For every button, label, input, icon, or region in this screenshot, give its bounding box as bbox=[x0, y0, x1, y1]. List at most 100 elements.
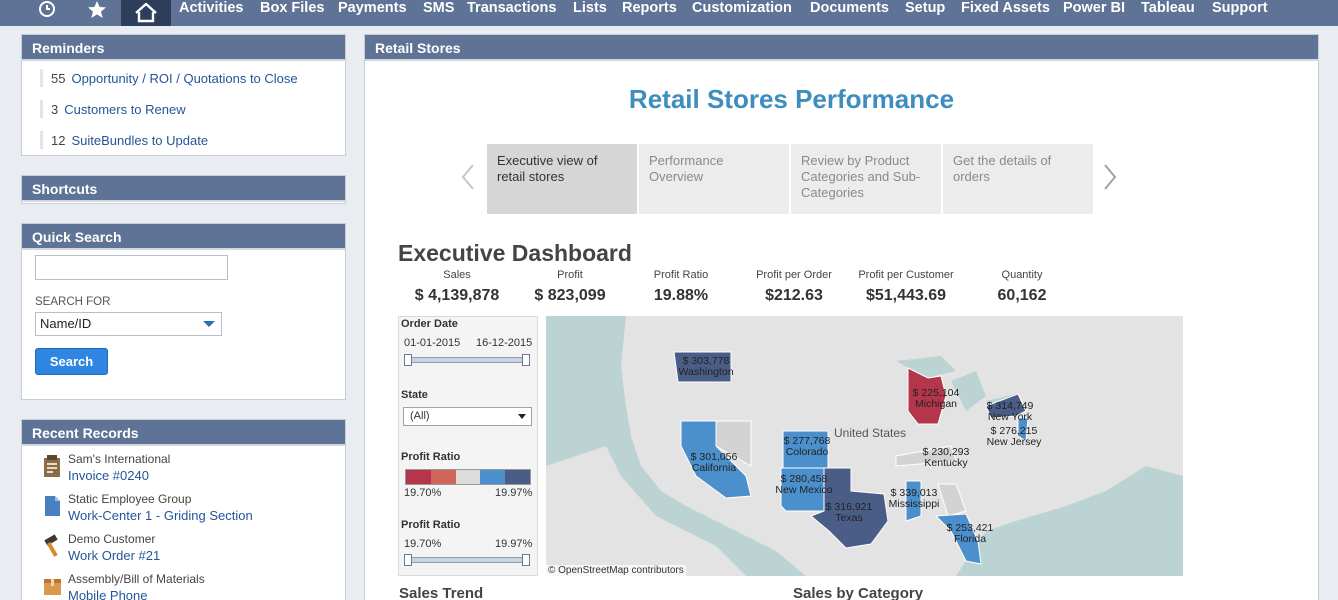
sales-by-category-title: Sales by Category bbox=[793, 585, 924, 600]
story-tab-order-details[interactable]: Get the details of orders bbox=[943, 144, 1093, 214]
recent-records-portlet: Recent Records Sam's International Invoi… bbox=[21, 419, 346, 600]
state-label-new-york: $ 314,749 New York bbox=[986, 400, 1034, 423]
nav-fixed-assets[interactable]: Fixed Assets bbox=[961, 0, 1050, 16]
reminder-item[interactable]: 3 Customers to Renew bbox=[40, 100, 186, 118]
top-navigation: Activities Box Files Payments SMS Transa… bbox=[0, 0, 1338, 26]
slider-handle[interactable] bbox=[522, 354, 530, 366]
sales-trend-title: Sales Trend bbox=[399, 585, 484, 600]
record-type: Sam's International bbox=[68, 452, 171, 466]
recent-record-item[interactable]: Assembly/Bill of Materials Mobile Phone bbox=[42, 572, 342, 600]
slider-handle[interactable] bbox=[404, 354, 412, 366]
recent-record-item[interactable]: Static Employee Group Work-Center 1 - Gr… bbox=[42, 492, 342, 532]
shortcuts-portlet: Shortcuts bbox=[21, 175, 346, 204]
kpi-profit-per-order: Profit per Order $212.63 bbox=[744, 269, 844, 305]
nav-reports[interactable]: Reports bbox=[622, 0, 677, 16]
kpi-value: $ 823,099 bbox=[534, 287, 606, 304]
state-label-new-jersey: $ 276,215 New Jersey bbox=[986, 425, 1042, 448]
chevron-down-icon bbox=[203, 321, 215, 327]
kpi-label: Sales bbox=[443, 269, 471, 281]
quick-search-title[interactable]: Quick Search bbox=[22, 224, 345, 250]
nav-payments[interactable]: Payments bbox=[338, 0, 407, 16]
slider-handle[interactable] bbox=[404, 554, 412, 566]
chevron-left-icon[interactable] bbox=[461, 163, 475, 199]
recent-records-title[interactable]: Recent Records bbox=[22, 420, 345, 446]
record-link[interactable]: Work Order #21 bbox=[68, 548, 161, 563]
record-link[interactable]: Invoice #0240 bbox=[68, 468, 149, 483]
state-label-mississippi: $ 339,013 Mississippi bbox=[888, 487, 940, 510]
reminders-title[interactable]: Reminders bbox=[22, 35, 345, 61]
nav-tableau[interactable]: Tableau bbox=[1141, 0, 1195, 16]
slider-min: 19.70% bbox=[404, 538, 442, 550]
chevron-right-icon[interactable] bbox=[1103, 163, 1117, 199]
nav-transactions[interactable]: Transactions bbox=[467, 0, 557, 16]
search-button[interactable]: Search bbox=[35, 348, 108, 375]
invoice-icon bbox=[42, 454, 64, 478]
kpi-quantity: Quantity 60,162 bbox=[972, 269, 1072, 305]
nav-activities[interactable]: Activities bbox=[179, 0, 244, 16]
record-link[interactable]: Work-Center 1 - Griding Section bbox=[68, 508, 253, 523]
search-for-label: SEARCH FOR bbox=[35, 296, 111, 308]
story-tab-product-categories[interactable]: Review by Product Categories and Sub-Cat… bbox=[791, 144, 941, 214]
shortcuts-title[interactable]: Shortcuts bbox=[22, 176, 345, 202]
reminder-item[interactable]: 55 Opportunity / ROI / Quotations to Clo… bbox=[40, 69, 298, 87]
recent-record-item[interactable]: Sam's International Invoice #0240 bbox=[42, 452, 342, 492]
record-link[interactable]: Mobile Phone bbox=[68, 588, 148, 600]
nav-sms[interactable]: SMS bbox=[423, 0, 455, 16]
kpi-value: 19.88% bbox=[653, 287, 709, 304]
nav-setup[interactable]: Setup bbox=[905, 0, 946, 16]
nav-box-files[interactable]: Box Files bbox=[260, 0, 325, 16]
state-label-new-mexico: $ 280,458 New Mexico bbox=[775, 473, 833, 496]
box-icon bbox=[42, 574, 64, 598]
state-label-texas: $ 316,921 Texas bbox=[825, 501, 873, 524]
dashboard-title: Executive Dashboard bbox=[398, 240, 632, 266]
map-credit[interactable]: © OpenStreetMap contributors bbox=[546, 565, 686, 576]
reminder-item[interactable]: 12 SuiteBundles to Update bbox=[40, 131, 208, 149]
reminders-portlet: Reminders 55 Opportunity / ROI / Quotati… bbox=[21, 34, 346, 156]
profit-ratio-legend bbox=[405, 469, 531, 485]
state-label-kentucky: $ 230,293 Kentucky bbox=[922, 446, 970, 469]
recent-history-icon[interactable] bbox=[36, 0, 58, 20]
nav-customization[interactable]: Customization bbox=[692, 0, 792, 16]
profit-ratio-slider[interactable] bbox=[404, 554, 530, 566]
chevron-down-icon bbox=[518, 414, 526, 419]
record-type: Static Employee Group bbox=[68, 492, 192, 506]
kpi-label: Quantity bbox=[1001, 269, 1043, 281]
retail-stores-panel: Retail Stores Retail Stores Performance … bbox=[364, 34, 1319, 600]
order-date-slider[interactable] bbox=[404, 354, 530, 366]
state-label-washington: $ 303,778 Washington bbox=[678, 355, 734, 378]
profit-ratio-label: Profit Ratio bbox=[401, 451, 461, 463]
star-icon[interactable] bbox=[86, 0, 108, 20]
sales-map[interactable]: United States $ 303,778 Washington $ 225,… bbox=[546, 316, 1183, 576]
state-label-michigan: $ 225,104 Michigan bbox=[912, 387, 960, 410]
nav-support[interactable]: Support bbox=[1212, 0, 1268, 16]
nav-documents[interactable]: Documents bbox=[810, 0, 889, 16]
nav-lists[interactable]: Lists bbox=[573, 0, 607, 16]
home-icon[interactable] bbox=[121, 0, 171, 26]
kpi-label: Profit bbox=[557, 269, 583, 281]
country-label: United States bbox=[834, 426, 907, 440]
recent-record-item[interactable]: Demo Customer Work Order #21 bbox=[42, 532, 342, 572]
state-label-florida: $ 253,421 Florida bbox=[946, 522, 994, 545]
state-label-california: $ 301,056 California bbox=[690, 451, 738, 474]
reminder-link[interactable]: SuiteBundles to Update bbox=[71, 132, 209, 148]
record-type: Demo Customer bbox=[68, 532, 156, 546]
slider-handle[interactable] bbox=[522, 554, 530, 566]
date-start: 01-01-2015 bbox=[404, 337, 461, 349]
story-tab-executive[interactable]: Executive view of retail stores bbox=[487, 144, 637, 214]
state-dropdown[interactable]: (All) bbox=[403, 407, 532, 426]
search-input[interactable] bbox=[35, 255, 228, 280]
filter-panel: Order Date 01-01-2015 16-12-2015 State (… bbox=[398, 316, 538, 576]
order-date-label: Order Date bbox=[401, 318, 458, 330]
state-value: (All) bbox=[410, 410, 430, 422]
story-tab-performance[interactable]: Performance Overview bbox=[639, 144, 789, 214]
reminder-link[interactable]: Opportunity / ROI / Quotations to Close bbox=[71, 70, 298, 86]
page-title: Retail Stores Performance bbox=[628, 84, 955, 114]
kpi-profit-per-customer: Profit per Customer $51,443.69 bbox=[846, 269, 966, 305]
slider-max: 19.97% bbox=[495, 538, 533, 550]
search-type-select[interactable]: Name/ID bbox=[35, 312, 222, 336]
record-type: Assembly/Bill of Materials bbox=[68, 572, 205, 586]
nav-power-bi[interactable]: Power BI bbox=[1063, 0, 1126, 16]
reminder-link[interactable]: Customers to Renew bbox=[64, 101, 186, 117]
state-label-colorado: $ 277,768 Colorado bbox=[783, 435, 831, 458]
document-icon bbox=[42, 494, 64, 518]
